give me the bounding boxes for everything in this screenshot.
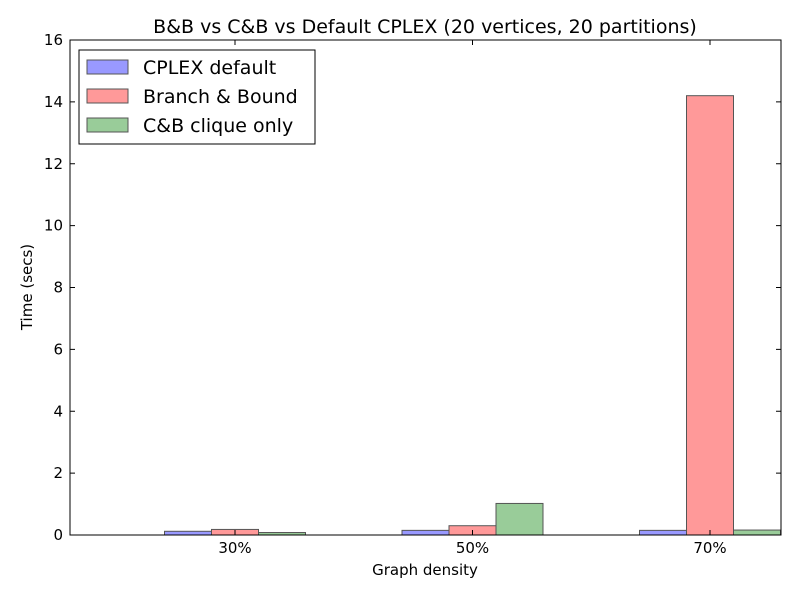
legend-swatch <box>86 117 129 133</box>
bar <box>164 530 212 535</box>
y-tick-label: 16 <box>44 31 63 49</box>
axes-layer: 0 2 4 6 8 10 12 14 16 30% 50% 70% <box>44 31 782 557</box>
legend-swatch <box>86 88 129 104</box>
y-tick-label: 0 <box>53 526 63 544</box>
y-tick-label: 2 <box>53 464 63 482</box>
legend-swatch <box>86 59 129 75</box>
chart-title: B&B vs C&B vs Default CPLEX (20 vertices… <box>153 16 697 38</box>
y-tick-label: 14 <box>44 93 63 111</box>
y-tick-label: 8 <box>53 279 63 297</box>
bar <box>401 529 450 535</box>
bars-layer <box>164 95 781 535</box>
y-tick-label: 6 <box>53 340 63 358</box>
bar <box>495 502 544 535</box>
bar <box>639 529 687 535</box>
legend-label: Branch & Bound <box>143 86 298 108</box>
y-axis-label: Time (secs) <box>18 244 36 331</box>
x-axis-label: Graph density <box>372 561 478 579</box>
bar-group <box>164 95 781 535</box>
bar <box>686 95 734 535</box>
bar <box>733 529 781 535</box>
x-tick-label: 30% <box>218 539 251 557</box>
x-tick-label: 70% <box>693 539 726 557</box>
bar <box>258 532 306 535</box>
y-tick-label: 12 <box>44 155 63 173</box>
legend: CPLEX default Branch & Bound C&B clique on… <box>78 49 316 145</box>
y-tick-label: 4 <box>53 402 63 420</box>
legend-label: CPLEX default <box>143 57 276 79</box>
legend-label: C&B clique only <box>143 115 293 137</box>
x-tick-label: 50% <box>456 539 489 557</box>
y-tick-label: 10 <box>44 217 63 235</box>
